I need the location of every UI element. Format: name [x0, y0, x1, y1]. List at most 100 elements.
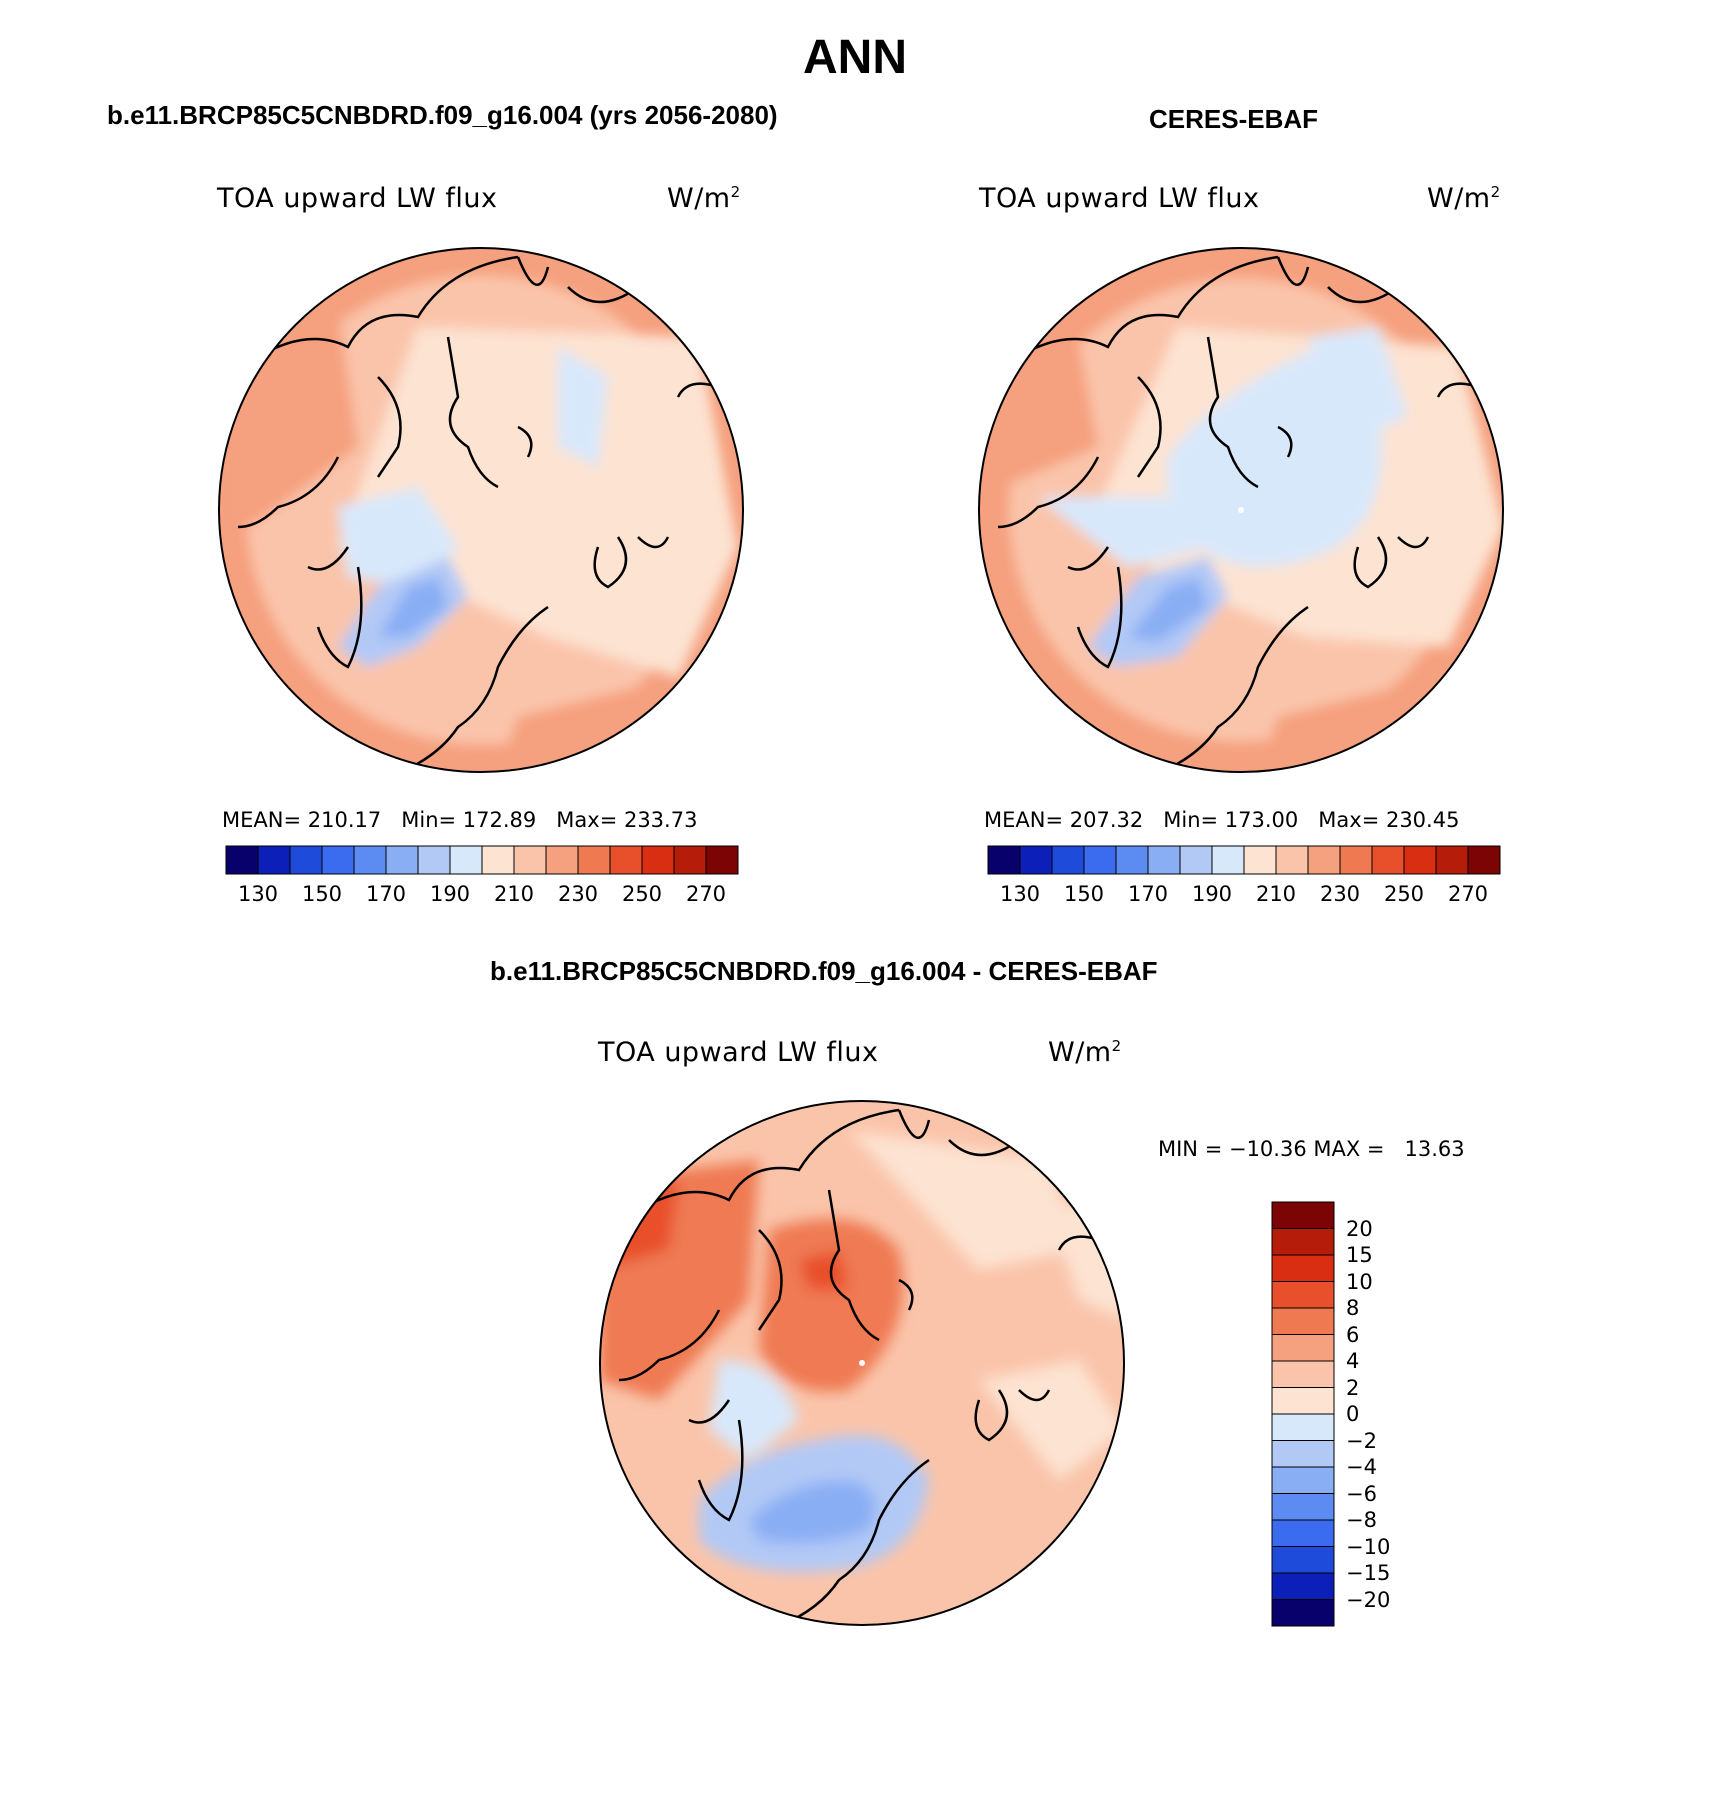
- left-variable-title: TOA upward LW flux: [217, 183, 498, 214]
- colorbar-swatch: [1271, 1281, 1335, 1309]
- right-unit-label: W/m2: [1427, 183, 1501, 214]
- left-colorbar: [225, 845, 739, 875]
- colorbar-tick-label: 230: [557, 882, 599, 906]
- colorbar-tick-label: 150: [1063, 882, 1105, 906]
- colorbar-tick-label: 130: [237, 882, 279, 906]
- colorbar-tick-label: −4: [1346, 1455, 1377, 1479]
- colorbar-tick-label: 150: [301, 882, 343, 906]
- colorbar-tick-label: 190: [1191, 882, 1233, 906]
- diff-polar-map: [599, 1100, 1125, 1626]
- left-colorbar-ticks: 130 150 170 190 210 230 250 270: [226, 882, 738, 906]
- colorbar-swatch: [641, 845, 675, 875]
- diff-panel-heading: b.e11.BRCP85C5CNBDRD.f09_g16.004 - CERES…: [490, 956, 1158, 986]
- colorbar-swatch: [1271, 1493, 1335, 1521]
- colorbar-tick-label: 130: [999, 882, 1041, 906]
- right-stats: MEAN= 207.32 Min= 173.00 Max= 230.45: [984, 808, 1460, 832]
- colorbar-swatch: [1243, 845, 1277, 875]
- colorbar-tick-label: 6: [1346, 1322, 1360, 1347]
- right-colorbar: [987, 845, 1501, 875]
- diff-variable-title: TOA upward LW flux: [598, 1037, 879, 1068]
- colorbar-tick-label: −2: [1346, 1428, 1377, 1453]
- colorbar-tick-label: 250: [1383, 882, 1425, 906]
- colorbar-tick-label: −15: [1346, 1561, 1391, 1585]
- left-stats: MEAN= 210.17 Min= 172.89 Max= 233.73: [222, 808, 698, 832]
- colorbar-swatch: [1271, 1254, 1335, 1282]
- colorbar-swatch: [257, 845, 291, 875]
- colorbar-swatch: [1275, 845, 1309, 875]
- colorbar-swatch: [609, 845, 643, 875]
- colorbar-swatch: [1271, 1413, 1335, 1441]
- colorbar-swatch: [417, 845, 451, 875]
- colorbar-swatch: [1271, 1546, 1335, 1574]
- colorbar-tick-label: 170: [1127, 882, 1169, 906]
- right-colorbar-ticks: 130 150 170 190 210 230 250 270: [988, 882, 1500, 906]
- colorbar-swatch: [1271, 1307, 1335, 1335]
- colorbar-swatch: [673, 845, 707, 875]
- colorbar-swatch: [1019, 845, 1053, 875]
- right-panel-heading: CERES-EBAF: [1149, 104, 1319, 134]
- diff-colorbar: [1271, 1201, 1335, 1627]
- colorbar-swatch: [1271, 1201, 1335, 1229]
- colorbar-swatch: [321, 845, 355, 875]
- colorbar-swatch: [1371, 845, 1405, 875]
- diff-unit-label: W/m2: [1048, 1037, 1122, 1068]
- colorbar-tick-label: 270: [1447, 882, 1489, 906]
- right-polar-map: [978, 247, 1504, 773]
- colorbar-tick-label: 15: [1346, 1243, 1373, 1267]
- colorbar-tick-label: 210: [1255, 882, 1297, 906]
- colorbar-tick-label: 4: [1346, 1349, 1360, 1373]
- colorbar-swatch: [1179, 845, 1213, 875]
- colorbar-tick-label: −6: [1346, 1481, 1377, 1506]
- colorbar-swatch: [1271, 1466, 1335, 1494]
- colorbar-swatch: [1271, 1334, 1335, 1362]
- colorbar-tick-label: 250: [621, 882, 663, 906]
- colorbar-swatch: [449, 845, 483, 875]
- colorbar-swatch: [1271, 1572, 1335, 1600]
- colorbar-swatch: [481, 845, 515, 875]
- colorbar-swatch: [1271, 1360, 1335, 1388]
- colorbar-swatch: [289, 845, 323, 875]
- colorbar-swatch: [513, 845, 547, 875]
- colorbar-tick-label: 230: [1319, 882, 1361, 906]
- colorbar-swatch: [1051, 845, 1085, 875]
- colorbar-swatch: [1147, 845, 1181, 875]
- colorbar-tick-label: −10: [1346, 1534, 1391, 1559]
- colorbar-swatch: [353, 845, 387, 875]
- colorbar-swatch: [385, 845, 419, 875]
- colorbar-tick-label: 270: [685, 882, 727, 906]
- colorbar-tick-label: 170: [365, 882, 407, 906]
- colorbar-tick-label: −8: [1346, 1508, 1377, 1532]
- diff-stats: MIN = −10.36 MAX = 13.63: [1158, 1137, 1465, 1161]
- colorbar-swatch: [1307, 845, 1341, 875]
- colorbar-tick-label: 20: [1346, 1216, 1373, 1241]
- colorbar-swatch: [1271, 1519, 1335, 1547]
- colorbar-tick-label: 190: [429, 882, 471, 906]
- colorbar-tick-label: 8: [1346, 1296, 1360, 1320]
- colorbar-tick-label: 2: [1346, 1375, 1360, 1400]
- colorbar-swatch: [1467, 845, 1501, 875]
- colorbar-swatch: [225, 845, 259, 875]
- colorbar-swatch: [1115, 845, 1149, 875]
- left-unit-label: W/m2: [667, 183, 741, 214]
- colorbar-swatch: [1271, 1228, 1335, 1256]
- colorbar-swatch: [1435, 845, 1469, 875]
- colorbar-swatch: [1271, 1387, 1335, 1415]
- colorbar-swatch: [577, 845, 611, 875]
- colorbar-swatch: [987, 845, 1021, 875]
- colorbar-swatch: [1083, 845, 1117, 875]
- colorbar-tick-label: 210: [493, 882, 535, 906]
- right-variable-title: TOA upward LW flux: [979, 183, 1260, 214]
- colorbar-tick-label: 10: [1346, 1269, 1373, 1294]
- colorbar-swatch: [1271, 1440, 1335, 1468]
- diff-colorbar-ticks: 20 15 10 8 6 4 2 0 −2 −4 −6 −8 −10 −15 −20: [1346, 1202, 1426, 1626]
- main-title: ANN: [803, 31, 907, 84]
- colorbar-swatch: [1271, 1599, 1335, 1627]
- colorbar-swatch: [1211, 845, 1245, 875]
- colorbar-swatch: [1403, 845, 1437, 875]
- colorbar-swatch: [705, 845, 739, 875]
- colorbar-swatch: [1339, 845, 1373, 875]
- left-panel-heading: b.e11.BRCP85C5CNBDRD.f09_g16.004 (yrs 20…: [107, 100, 778, 130]
- colorbar-tick-label: 0: [1346, 1402, 1360, 1426]
- colorbar-swatch: [545, 845, 579, 875]
- left-polar-map: [218, 247, 744, 773]
